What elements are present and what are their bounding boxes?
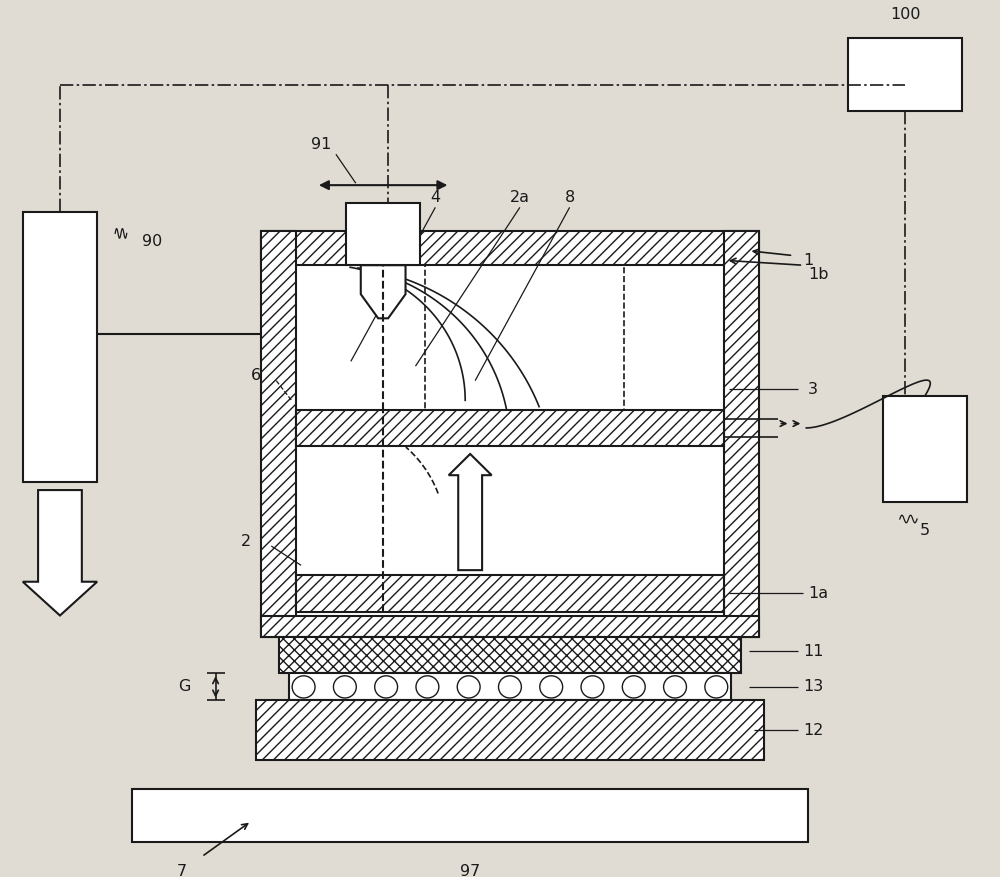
Text: 91: 91 [311,137,331,152]
Bar [346,203,420,265]
Bar [289,674,731,701]
Circle shape [292,676,315,698]
Text: 1: 1 [803,253,813,267]
Text: 7: 7 [177,864,187,877]
Text: 90: 90 [142,233,162,248]
Polygon shape [23,490,97,616]
Circle shape [622,676,645,698]
Circle shape [457,676,480,698]
Polygon shape [361,265,406,318]
Text: 8: 8 [564,190,575,205]
Text: 13: 13 [803,680,823,695]
Bar [883,396,967,502]
Bar [261,232,296,637]
Circle shape [333,676,356,698]
Text: 11: 11 [803,644,824,659]
Text: 5: 5 [920,523,930,538]
Text: 6: 6 [251,368,261,383]
Bar [425,265,624,410]
Bar [298,446,722,575]
Bar [724,232,759,637]
Bar [23,212,97,482]
Bar [256,701,764,760]
Polygon shape [449,454,492,570]
Circle shape [705,676,728,698]
Circle shape [499,676,521,698]
Bar [132,789,808,842]
Text: 2a: 2a [510,190,530,205]
Circle shape [664,676,686,698]
Text: 4: 4 [430,190,440,205]
Bar [848,39,962,111]
Circle shape [540,676,563,698]
Bar [261,617,759,637]
Text: 12: 12 [803,723,823,738]
Bar [296,410,724,446]
Circle shape [581,676,604,698]
Bar [296,575,724,611]
Circle shape [416,676,439,698]
Text: 1b: 1b [808,267,828,282]
Circle shape [375,676,398,698]
Bar [261,232,759,265]
Text: 1a: 1a [808,586,828,601]
Text: 97: 97 [460,864,480,877]
Text: 3: 3 [808,381,818,396]
Text: 2: 2 [241,534,251,549]
Bar [296,265,724,617]
Bar [279,637,741,674]
Text: 100: 100 [890,7,920,22]
Text: G: G [179,680,191,695]
